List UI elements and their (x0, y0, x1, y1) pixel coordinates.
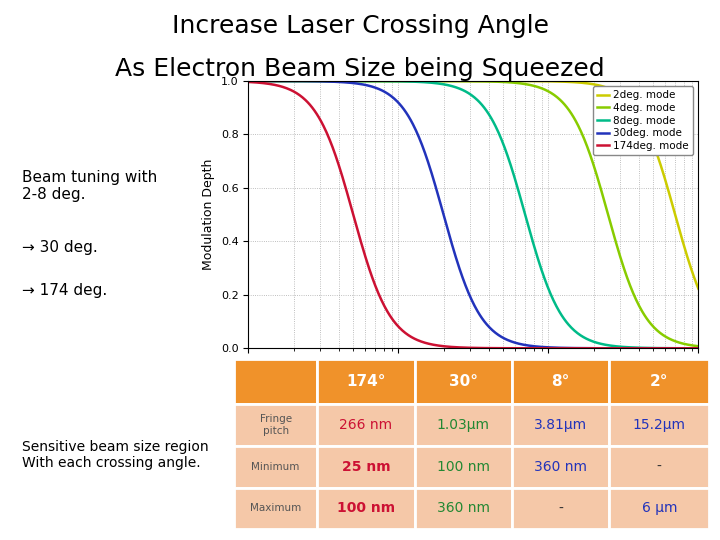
8deg. mode (583, 336, 592, 342)
30deg. mode (360, 82, 369, 88)
30deg. mode (244, 78, 253, 84)
Bar (609, 488, 709, 529)
4deg. mode (324, 78, 333, 84)
2deg. mode (324, 78, 333, 84)
2deg. mode (583, 80, 592, 86)
Bar (317, 488, 415, 529)
Text: -: - (657, 460, 662, 474)
Bar (609, 404, 709, 446)
Bar (609, 359, 709, 404)
Bar (512, 488, 609, 529)
Legend: 2deg. mode, 4deg. mode, 8deg. mode, 30deg. mode, 174deg. mode: 2deg. mode, 4deg. mode, 8deg. mode, 30de… (593, 86, 693, 155)
8deg. mode (694, 345, 703, 352)
Text: Sensitive beam size region
With each crossing angle.: Sensitive beam size region With each cro… (22, 440, 208, 470)
Bar (512, 446, 609, 488)
30deg. mode (324, 78, 333, 85)
Text: Beam tuning with
2-8 deg.: Beam tuning with 2-8 deg. (22, 170, 157, 202)
Bar (317, 404, 415, 446)
Text: 100 nm: 100 nm (437, 460, 490, 474)
X-axis label: Beam Size [nm]: Beam Size [nm] (423, 380, 523, 393)
8deg. mode (509, 171, 518, 178)
174deg. mode (509, 345, 518, 352)
30deg. mode (448, 241, 456, 248)
4deg. mode (360, 78, 369, 84)
Text: As Electron Beam Size being Squeezed: As Electron Beam Size being Squeezed (115, 57, 605, 80)
Bar (415, 446, 512, 488)
Text: → 174 deg.: → 174 deg. (22, 284, 107, 299)
Bar (234, 404, 317, 446)
2deg. mode (694, 286, 703, 292)
2deg. mode (360, 78, 369, 84)
Text: Increase Laser Crossing Angle: Increase Laser Crossing Angle (171, 14, 549, 37)
8deg. mode (544, 287, 553, 293)
174deg. mode (360, 249, 369, 256)
4deg. mode (694, 343, 703, 349)
4deg. mode (544, 89, 553, 95)
Bar (415, 488, 512, 529)
Bar (234, 446, 317, 488)
Text: 360 nm: 360 nm (437, 501, 490, 515)
174deg. mode (583, 345, 592, 352)
Text: Maximum: Maximum (250, 503, 301, 514)
30deg. mode (509, 339, 518, 346)
Line: 4deg. mode: 4deg. mode (248, 81, 698, 346)
8deg. mode (360, 78, 369, 84)
Bar (317, 446, 415, 488)
4deg. mode (583, 144, 592, 150)
Line: 30deg. mode: 30deg. mode (248, 81, 698, 348)
4deg. mode (509, 79, 518, 86)
Bar (512, 404, 609, 446)
Bar (609, 446, 709, 488)
2deg. mode (509, 78, 518, 84)
30deg. mode (694, 345, 703, 352)
Text: 30°: 30° (449, 374, 478, 389)
Text: 360 nm: 360 nm (534, 460, 588, 474)
Line: 174deg. mode: 174deg. mode (248, 82, 698, 348)
Text: 100 nm: 100 nm (337, 501, 395, 515)
174deg. mode (694, 345, 703, 352)
Text: 3.81μm: 3.81μm (534, 418, 588, 432)
Line: 8deg. mode: 8deg. mode (248, 81, 698, 348)
8deg. mode (448, 83, 456, 90)
Bar (415, 359, 512, 404)
Text: 1.03μm: 1.03μm (437, 418, 490, 432)
30deg. mode (583, 345, 592, 352)
Text: Fringe
pitch: Fringe pitch (259, 414, 292, 436)
Line: 2deg. mode: 2deg. mode (248, 81, 698, 289)
Text: → 30 deg.: → 30 deg. (22, 240, 97, 255)
4deg. mode (448, 78, 456, 84)
Text: -: - (558, 501, 563, 515)
Text: 2°: 2° (650, 374, 669, 389)
174deg. mode (448, 344, 456, 350)
174deg. mode (244, 79, 253, 85)
Text: 15.2μm: 15.2μm (633, 418, 686, 432)
Text: 266 nm: 266 nm (339, 418, 392, 432)
Bar (234, 359, 317, 404)
174deg. mode (324, 133, 333, 139)
8deg. mode (244, 78, 253, 84)
174deg. mode (544, 345, 553, 352)
8deg. mode (324, 78, 333, 84)
Bar (317, 359, 415, 404)
Text: 25 nm: 25 nm (341, 460, 390, 474)
30deg. mode (544, 344, 553, 350)
Y-axis label: Modulation Depth: Modulation Depth (202, 159, 215, 271)
Bar (234, 488, 317, 529)
Text: Minimum: Minimum (251, 462, 300, 471)
Bar (512, 359, 609, 404)
Text: 6 μm: 6 μm (642, 501, 677, 515)
2deg. mode (448, 78, 456, 84)
2deg. mode (244, 78, 253, 84)
2deg. mode (544, 78, 553, 85)
Text: 174°: 174° (346, 374, 386, 389)
4deg. mode (244, 78, 253, 84)
Bar (415, 404, 512, 446)
Text: 8°: 8° (552, 374, 570, 389)
